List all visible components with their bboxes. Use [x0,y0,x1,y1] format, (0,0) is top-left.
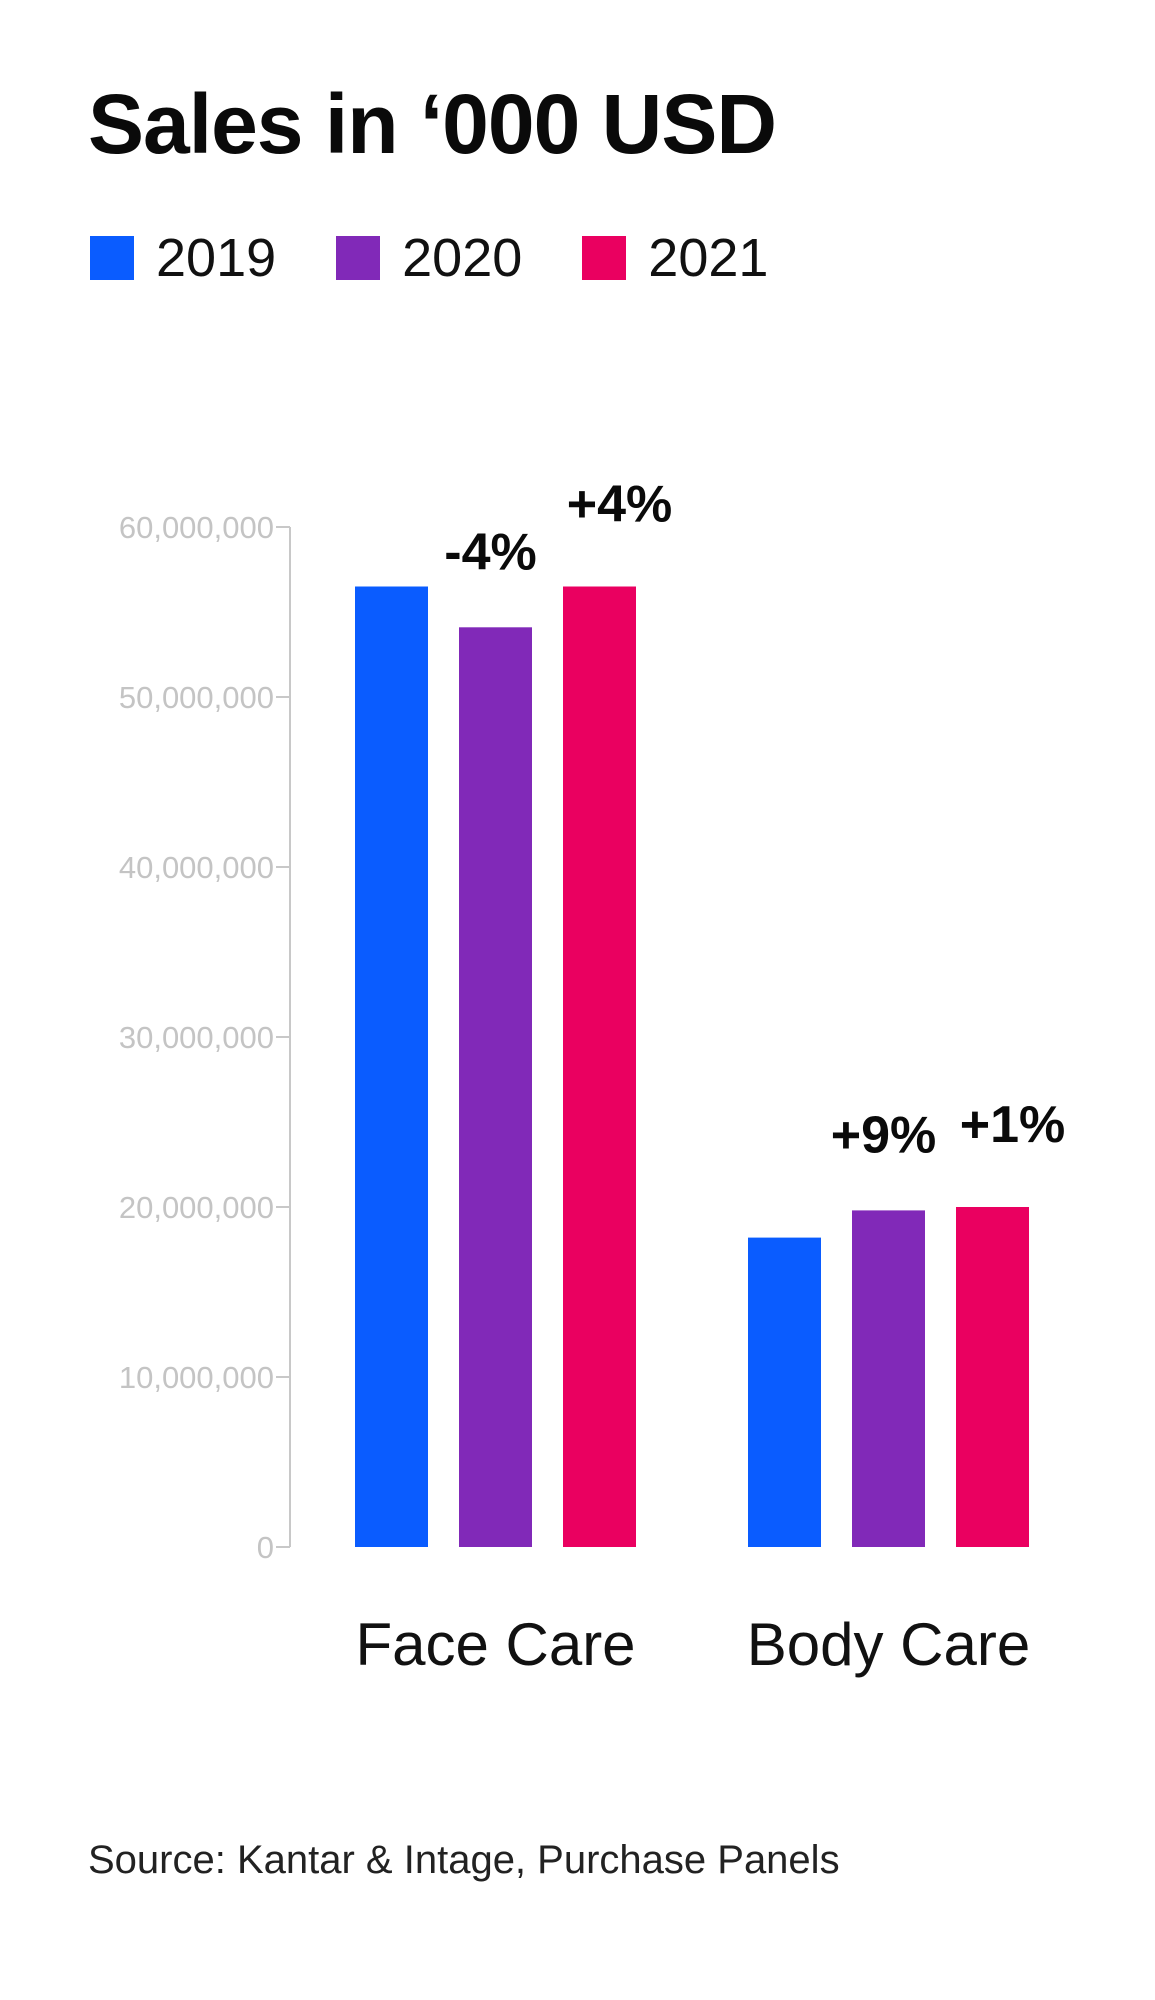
x-category-label: Face Care [355,1611,635,1678]
bar-body-care-2020 [852,1210,925,1547]
y-tick-label: 10,000,000 [119,1360,274,1395]
bar-body-care-2021 [956,1207,1029,1547]
legend-swatch-2019 [90,236,134,280]
y-tick-label: 20,000,000 [119,1190,274,1225]
y-tick-label: 0 [257,1530,274,1565]
bar-body-care-2019 [748,1237,821,1547]
source-note: Source: Kantar & Intage, Purchase Panels [88,1838,840,1882]
y-tick-label: 50,000,000 [119,680,274,715]
legend-item-2020: 2020 [336,231,522,285]
legend: 2019 2020 2021 [90,230,828,286]
legend-label-2020: 2020 [402,228,523,288]
bar-chart: 0 10,000,000 20,000,000 30,000,000 40,000,00… [119,476,1066,1679]
y-tick-label: 60,000,000 [119,510,274,545]
data-label: -4% [444,523,536,581]
bar-face-care-2020 [459,627,532,1547]
legend-item-2021: 2021 [582,231,768,285]
legend-swatch-2021 [582,236,627,280]
bar-face-care-2021 [563,586,636,1547]
y-tick-label: 40,000,000 [119,850,274,885]
bar-face-care-2019 [355,586,428,1547]
legend-label-2019: 2019 [156,228,277,288]
legend-label-2021: 2021 [648,228,769,288]
legend-item-2019: 2019 [90,231,276,285]
chart-title: Sales in ‘000 USD [88,77,777,171]
data-label: +1% [960,1096,1066,1154]
data-label: +9% [831,1106,937,1164]
legend-swatch-2020 [336,236,381,280]
data-label: +4% [567,476,673,534]
y-tick-label: 30,000,000 [119,1020,274,1055]
x-category-label: Body Care [747,1611,1030,1678]
